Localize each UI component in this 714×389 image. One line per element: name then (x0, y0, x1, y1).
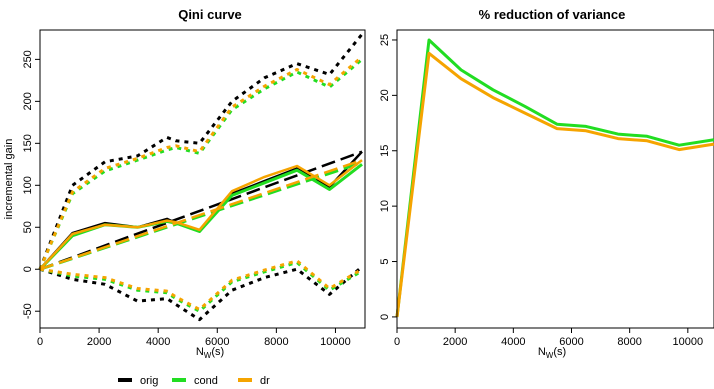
variance-y-tick-label: 25 (379, 34, 391, 46)
variance-y-tick-label: 0 (379, 314, 391, 320)
variance-x-tick-label: 2000 (443, 336, 467, 348)
variance-chart-title: % reduction of variance (479, 7, 626, 22)
qini-x-tick-label: 2000 (87, 336, 111, 348)
qini-series-orig-dotted-1 (38, 33, 364, 270)
qini-y-tick-label: 50 (22, 221, 34, 233)
qini-series-cond-dotted-5 (38, 58, 363, 270)
variance-y-tick-label: 20 (379, 89, 391, 101)
qini-y-tick-label: 200 (22, 92, 34, 110)
qini-y-tick-label: 150 (22, 134, 34, 152)
qini-y-axis-label: incremental gain (3, 139, 15, 220)
qini-x-tick-label: 10000 (320, 336, 351, 348)
qini-series-layer (38, 33, 364, 322)
qini-y-tick-label: 0 (22, 266, 34, 272)
variance-plot-box (396, 29, 714, 329)
qini-series-cond-dotted-6 (39, 261, 363, 313)
variance-x-tick-label: 8000 (617, 336, 641, 348)
variance-y-axis: 0 5 10 15 20 25 (379, 34, 398, 320)
qini-series-dr-dashed-11 (39, 158, 363, 271)
variance-x-tick-label: 4000 (501, 336, 525, 348)
qini-x-axis-label: NW(s) (196, 346, 224, 360)
qini-y-tick-label: -50 (22, 303, 34, 319)
legend-label-dr: dr (260, 375, 270, 387)
variance-reduction-panel: % reduction of variance 0 2000 4000 6000 800… (379, 7, 714, 360)
qini-curve-panel: Qini curve 0 2000 4000 6000 8000 10000 -50 0 50… (3, 7, 366, 360)
qini-chart-title: Qini curve (178, 7, 242, 22)
qini-x-tick-label: 8000 (264, 336, 288, 348)
qini-y-tick-label: 100 (22, 176, 34, 194)
qini-y-axis: -50 0 50 100 150 200 250 (22, 50, 41, 319)
variance-x-axis: 0 2000 4000 6000 8000 10000 (394, 327, 704, 348)
qini-x-axis: 0 2000 4000 6000 8000 10000 (37, 327, 351, 348)
qini-series-dr-dotted-9 (38, 55, 363, 270)
variance-x-tick-label: 6000 (559, 336, 583, 348)
variance-x-tick-label: 0 (394, 336, 400, 348)
qini-x-tick-label: 4000 (146, 336, 170, 348)
qini-series-orig-dotted-2 (39, 265, 363, 322)
variance-series-cond-solid-0 (395, 38, 714, 318)
qini-x-tick-label: 0 (37, 336, 43, 348)
variance-y-tick-label: 15 (379, 145, 391, 157)
legend-label-orig: orig (140, 375, 158, 387)
variance-x-axis-label: NW(s) (538, 346, 566, 360)
qini-y-tick-label: 250 (22, 50, 34, 68)
qini-series-dr-dotted-10 (39, 259, 363, 311)
qini-series-dr-solid-8 (39, 159, 363, 271)
qini-x-tick-label: 6000 (205, 336, 229, 348)
legend-label-cond: cond (194, 375, 218, 387)
variance-series-layer (395, 38, 714, 318)
variance-x-tick-label: 10000 (673, 336, 704, 348)
variance-y-tick-label: 10 (379, 200, 391, 212)
legend: orig cond dr (118, 375, 270, 387)
variance-y-tick-label: 5 (379, 258, 391, 264)
variance-series-dr-solid-1 (395, 51, 714, 318)
